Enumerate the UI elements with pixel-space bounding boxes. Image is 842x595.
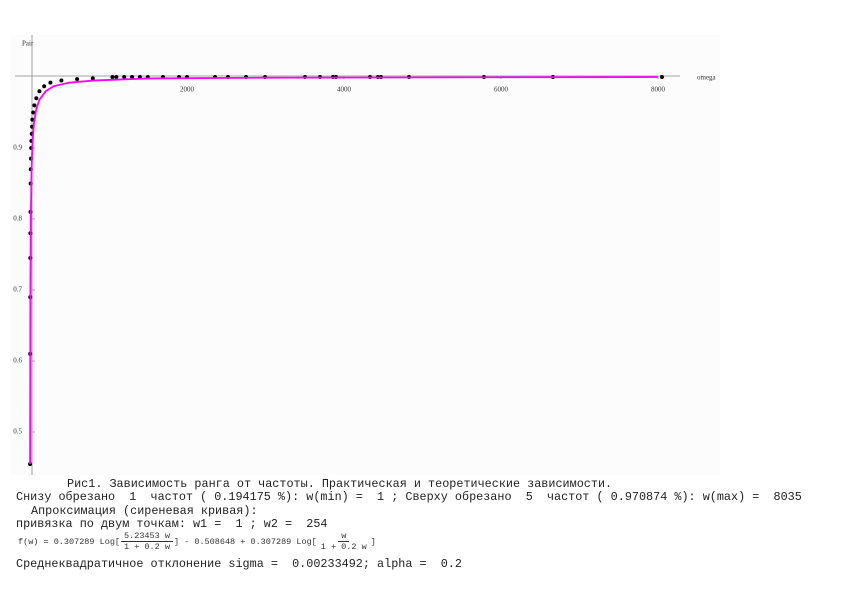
denominator: 1 + 0.2 w xyxy=(124,542,170,552)
x-axis-label: omega xyxy=(697,74,717,82)
data-point xyxy=(130,75,135,79)
fit-curve xyxy=(29,76,658,464)
cut-info: Снизу обрезано 1 частот ( 0.194175 %): w… xyxy=(16,490,802,504)
sigma-info: Среднеквадратичное отклонение sigma = 0.… xyxy=(16,557,462,571)
data-point xyxy=(42,84,47,89)
data-point xyxy=(110,75,115,79)
y-tick-label: 0.5 xyxy=(13,428,22,436)
numerator: 5.23453 w xyxy=(121,531,173,542)
y-tick-label: 0.7 xyxy=(13,286,22,294)
x-tick-label: 2000 xyxy=(180,86,195,94)
caption: Рис1. Зависимость ранга от частоты. Прак… xyxy=(67,477,613,491)
y-tick-label: 0.6 xyxy=(13,357,22,365)
data-point xyxy=(31,110,36,115)
data-point xyxy=(114,75,119,79)
data-point xyxy=(37,89,42,94)
x-tick-label: 4000 xyxy=(337,86,352,94)
formula-part: f(w) = 0.307289 Log[ xyxy=(18,536,121,547)
data-point xyxy=(59,78,64,83)
y-tick-label: 0.9 xyxy=(13,144,22,152)
data-point xyxy=(75,77,80,82)
data-point xyxy=(122,75,127,79)
data-point xyxy=(32,103,37,108)
data-point xyxy=(48,80,53,85)
anchor-info: привязка по двум точкам: w1 = 1 ; w2 = 2… xyxy=(16,517,328,531)
formula-part: ] xyxy=(370,536,376,547)
formula-part: ] - 0.508648 + 0.307289 Log[ xyxy=(173,536,317,547)
x-tick-label: 6000 xyxy=(494,86,509,94)
y-axis-label: Pair xyxy=(22,40,34,48)
x-tick-label: 8000 xyxy=(651,86,666,94)
data-point xyxy=(659,75,664,79)
approx-title: Апроксимация (сиреневая кривая): xyxy=(31,504,258,518)
data-point xyxy=(90,76,95,81)
plot-background xyxy=(10,35,720,475)
numerator: w xyxy=(338,531,350,542)
y-tick-label: 0.8 xyxy=(13,215,22,223)
data-point xyxy=(34,96,39,101)
chart: Pair omega 2000 4000 6000 8000 0.5 0.6 0.7 0.8 0… xyxy=(10,35,720,475)
data-point xyxy=(30,117,35,122)
denominator: 1 + 0.2 w xyxy=(320,542,367,552)
